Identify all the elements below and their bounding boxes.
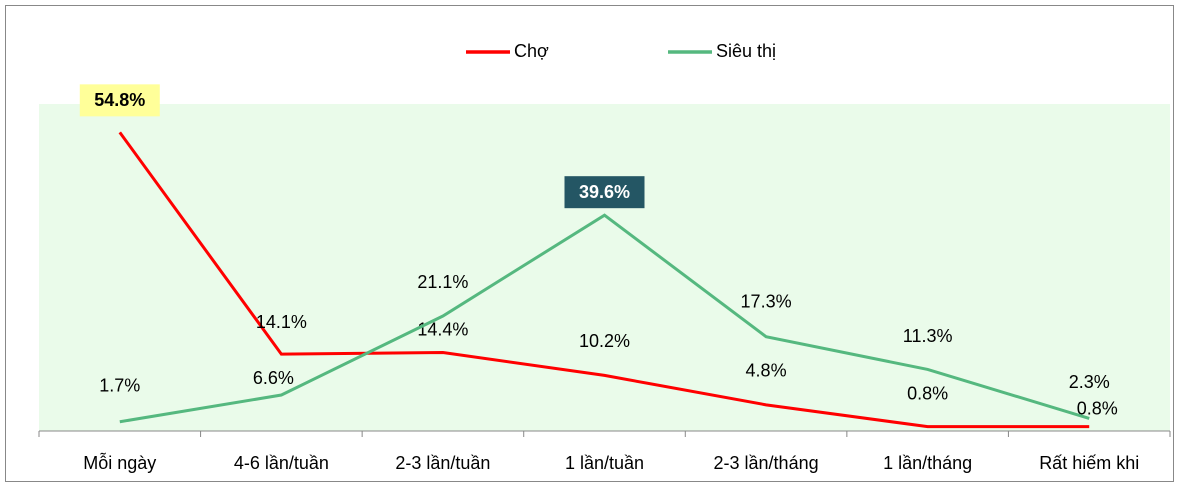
x-tick-label: Rất hiếm khi xyxy=(1039,453,1139,473)
value-label: 1.7% xyxy=(99,375,140,395)
value-label-box xyxy=(564,176,645,209)
value-label: 4.8% xyxy=(746,361,787,381)
x-tick-label: 2-3 lần/tuần xyxy=(395,453,490,473)
value-label-box xyxy=(79,84,160,117)
value-label: 21.1% xyxy=(417,272,468,292)
value-label: 14.1% xyxy=(256,312,307,332)
value-label: 10.2% xyxy=(579,331,630,351)
value-label: 11.3% xyxy=(903,326,953,346)
x-tick-label: 4-6 lần/tuần xyxy=(234,453,329,473)
legend-label: Siêu thị xyxy=(716,41,776,61)
value-label: 6.6% xyxy=(253,368,294,388)
series-line xyxy=(118,131,1090,429)
x-tick-label: 2-3 lần/tháng xyxy=(714,453,819,473)
legend-label: Chợ xyxy=(514,41,549,61)
plot-area xyxy=(39,104,1170,431)
series-line xyxy=(119,213,1090,424)
x-tick-label: 1 lần/tháng xyxy=(883,453,972,473)
value-label: 0.8% xyxy=(907,383,948,403)
value-label: 0.8% xyxy=(1077,398,1118,418)
value-label: 17.3% xyxy=(741,291,792,311)
x-tick-label: Mỗi ngày xyxy=(83,452,156,473)
value-label: 54.8% xyxy=(94,90,145,110)
value-label: 14.4% xyxy=(417,319,468,339)
x-tick-label: 1 lần/tuần xyxy=(565,453,644,473)
value-label: 2.3% xyxy=(1069,372,1110,392)
value-label: 39.6% xyxy=(579,182,630,202)
